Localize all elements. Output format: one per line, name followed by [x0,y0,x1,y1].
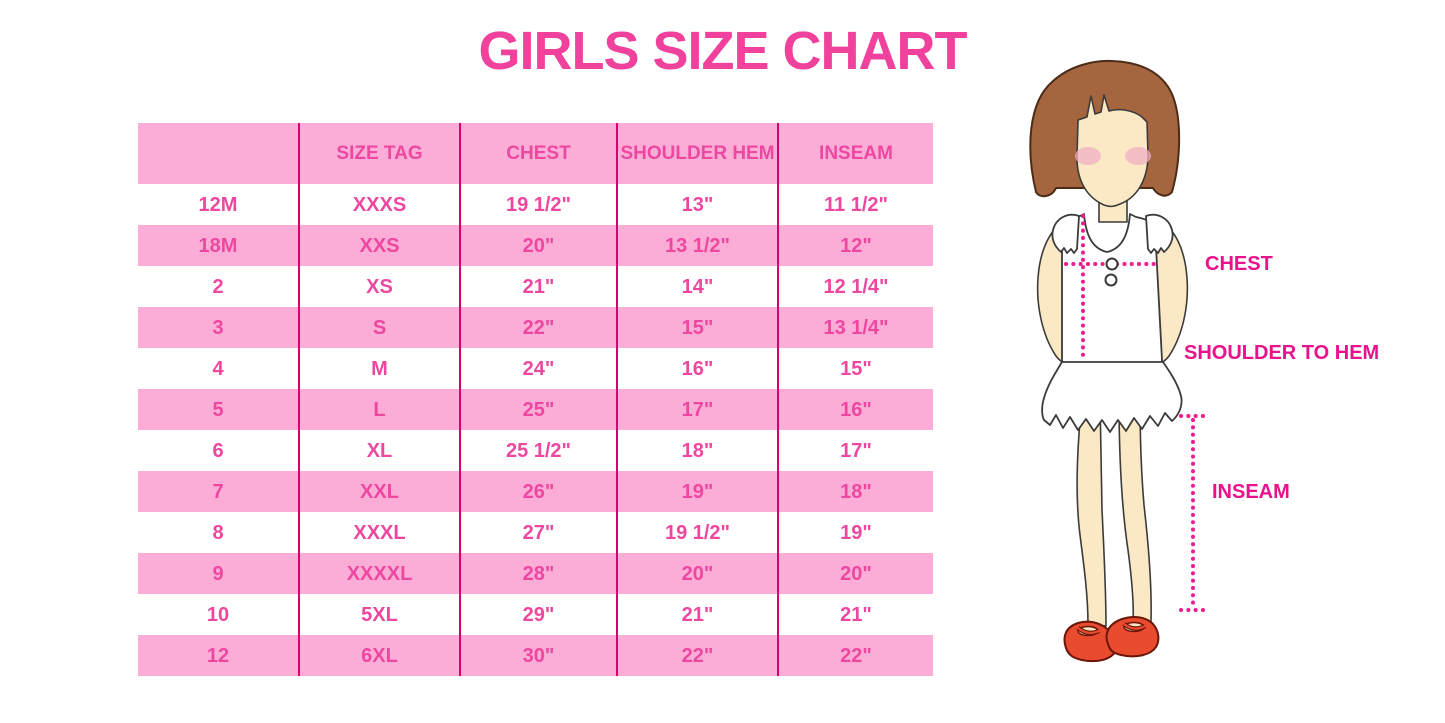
table-row: 9 XXXXL 28" 20" 20" [138,553,933,594]
table-cell: 14" [616,266,777,307]
table-cell: XL [298,430,459,471]
girl-blush-left [1075,147,1101,165]
table-cell: 28" [459,553,616,594]
table-cell: 11 1/2" [777,184,933,225]
table-cell: 6XL [298,635,459,676]
table-cell: 22" [777,635,933,676]
chest-label: CHEST [1205,253,1273,275]
table-cell: L [298,389,459,430]
table-row: 8 XXXL 27" 19 1/2" 19" [138,512,933,553]
table-cell: 13" [616,184,777,225]
table-cell: 13 1/2" [616,225,777,266]
table-header-cell [138,123,298,184]
table-cell: 30" [459,635,616,676]
table-cell: 19" [777,512,933,553]
table-row: 3 S 22" 15" 13 1/4" [138,307,933,348]
table-row: 4 M 24" 16" 15" [138,348,933,389]
table-header-cell: SIZE TAG [298,123,459,184]
table-cell: 20" [777,553,933,594]
table-cell: XXXXL [298,553,459,594]
girl-shoe-strap-right-fill [1123,623,1146,630]
table-cell: XXL [298,471,459,512]
table-cell: XS [298,266,459,307]
table-cell: 16" [616,348,777,389]
table-cell: 10 [206,603,230,626]
table-cell: 24" [459,348,616,389]
table-row: 12 6XL 30" 22" 22" [138,635,933,676]
table-cell: 12 [206,644,230,667]
table-cell: 17" [616,389,777,430]
table-cell: 12" [777,225,933,266]
table-cell: M [298,348,459,389]
table-cell: 18" [616,430,777,471]
table-header-cell: CHEST [459,123,616,184]
inseam-label: INSEAM [1212,481,1290,503]
table-cell: XXXS [298,184,459,225]
table-cell: 13 1/4" [777,307,933,348]
table-cell: XXS [298,225,459,266]
table-cell: 19" [616,471,777,512]
table-header-cell: SHOULDER HEM [616,123,777,184]
table-cell: 20" [616,553,777,594]
girl-shoulder-ruffle-left [1051,213,1080,254]
table-cell: 15" [616,307,777,348]
table-cell: 22" [459,307,616,348]
table-cell: 26" [459,471,616,512]
table-row: 18M XXS 20" 13 1/2" 12" [138,225,933,266]
table-cell: 4 [212,357,224,380]
table-header-cell: INSEAM [777,123,933,184]
table-cell: 25" [459,389,616,430]
girl-top-button-1 [1105,257,1119,271]
girl-shoulder-ruffle-right [1145,213,1174,254]
table-cell: 5XL [298,594,459,635]
table-row: 7 XXL 26" 19" 18" [138,471,933,512]
table-header-row: SIZE TAG CHEST SHOULDER HEM INSEAM [138,123,933,184]
size-chart-table: SIZE TAG CHEST SHOULDER HEM INSEAM 12M XXXS 19… [138,123,933,676]
table-cell: 19 1/2" [616,512,777,553]
table-cell: 8 [212,521,224,544]
table-cell: 3 [212,316,224,339]
table-cell: 25 1/2" [459,430,616,471]
table-cell: 16" [777,389,933,430]
table-cell: 5 [212,398,224,421]
table-cell: 21" [777,594,933,635]
table-cell: 18" [777,471,933,512]
shoulder-to-hem-label: SHOULDER TO HEM [1184,342,1380,364]
girl-top-button-2 [1104,273,1118,287]
table-cell: 29" [459,594,616,635]
table-cell: 22" [616,635,777,676]
table-cell: 12 1/4" [777,266,933,307]
table-cell: 7 [212,480,224,503]
girl-leg-right [1118,397,1152,625]
table-cell: 6 [212,439,224,462]
girl-figure-svg [1029,59,1205,663]
table-cell: 18M [198,234,238,257]
table-row: 2 XS 21" 14" 12 1/4" [138,266,933,307]
table-cell: 12M [198,193,238,216]
girl-skirt [1041,361,1183,433]
girl-illustration: CHEST SHOULDER TO HEM INSEAM [1020,52,1445,692]
table-cell: S [298,307,459,348]
table-row: 10 5XL 29" 21" 21" [138,594,933,635]
girl-shoe-strap-left-fill [1077,627,1100,635]
girl-leg-left [1076,397,1107,627]
table-cell: 27" [459,512,616,553]
table-row: 6 XL 25 1/2" 18" 17" [138,430,933,471]
table-cell: 17" [777,430,933,471]
girl-blush-right [1125,147,1151,165]
page-title: GIRLS SIZE CHART [478,21,967,81]
table-cell: XXXL [298,512,459,553]
table-cell: 20" [459,225,616,266]
table-row: 12M XXXS 19 1/2" 13" 11 1/2" [138,184,933,225]
table-cell: 19 1/2" [459,184,616,225]
table-cell: 21" [459,266,616,307]
table-row: 5 L 25" 17" 16" [138,389,933,430]
table-cell: 21" [616,594,777,635]
girl-face [1076,94,1149,208]
table-cell: 9 [212,562,224,585]
table-cell: 15" [777,348,933,389]
table-cell: 2 [212,275,224,298]
